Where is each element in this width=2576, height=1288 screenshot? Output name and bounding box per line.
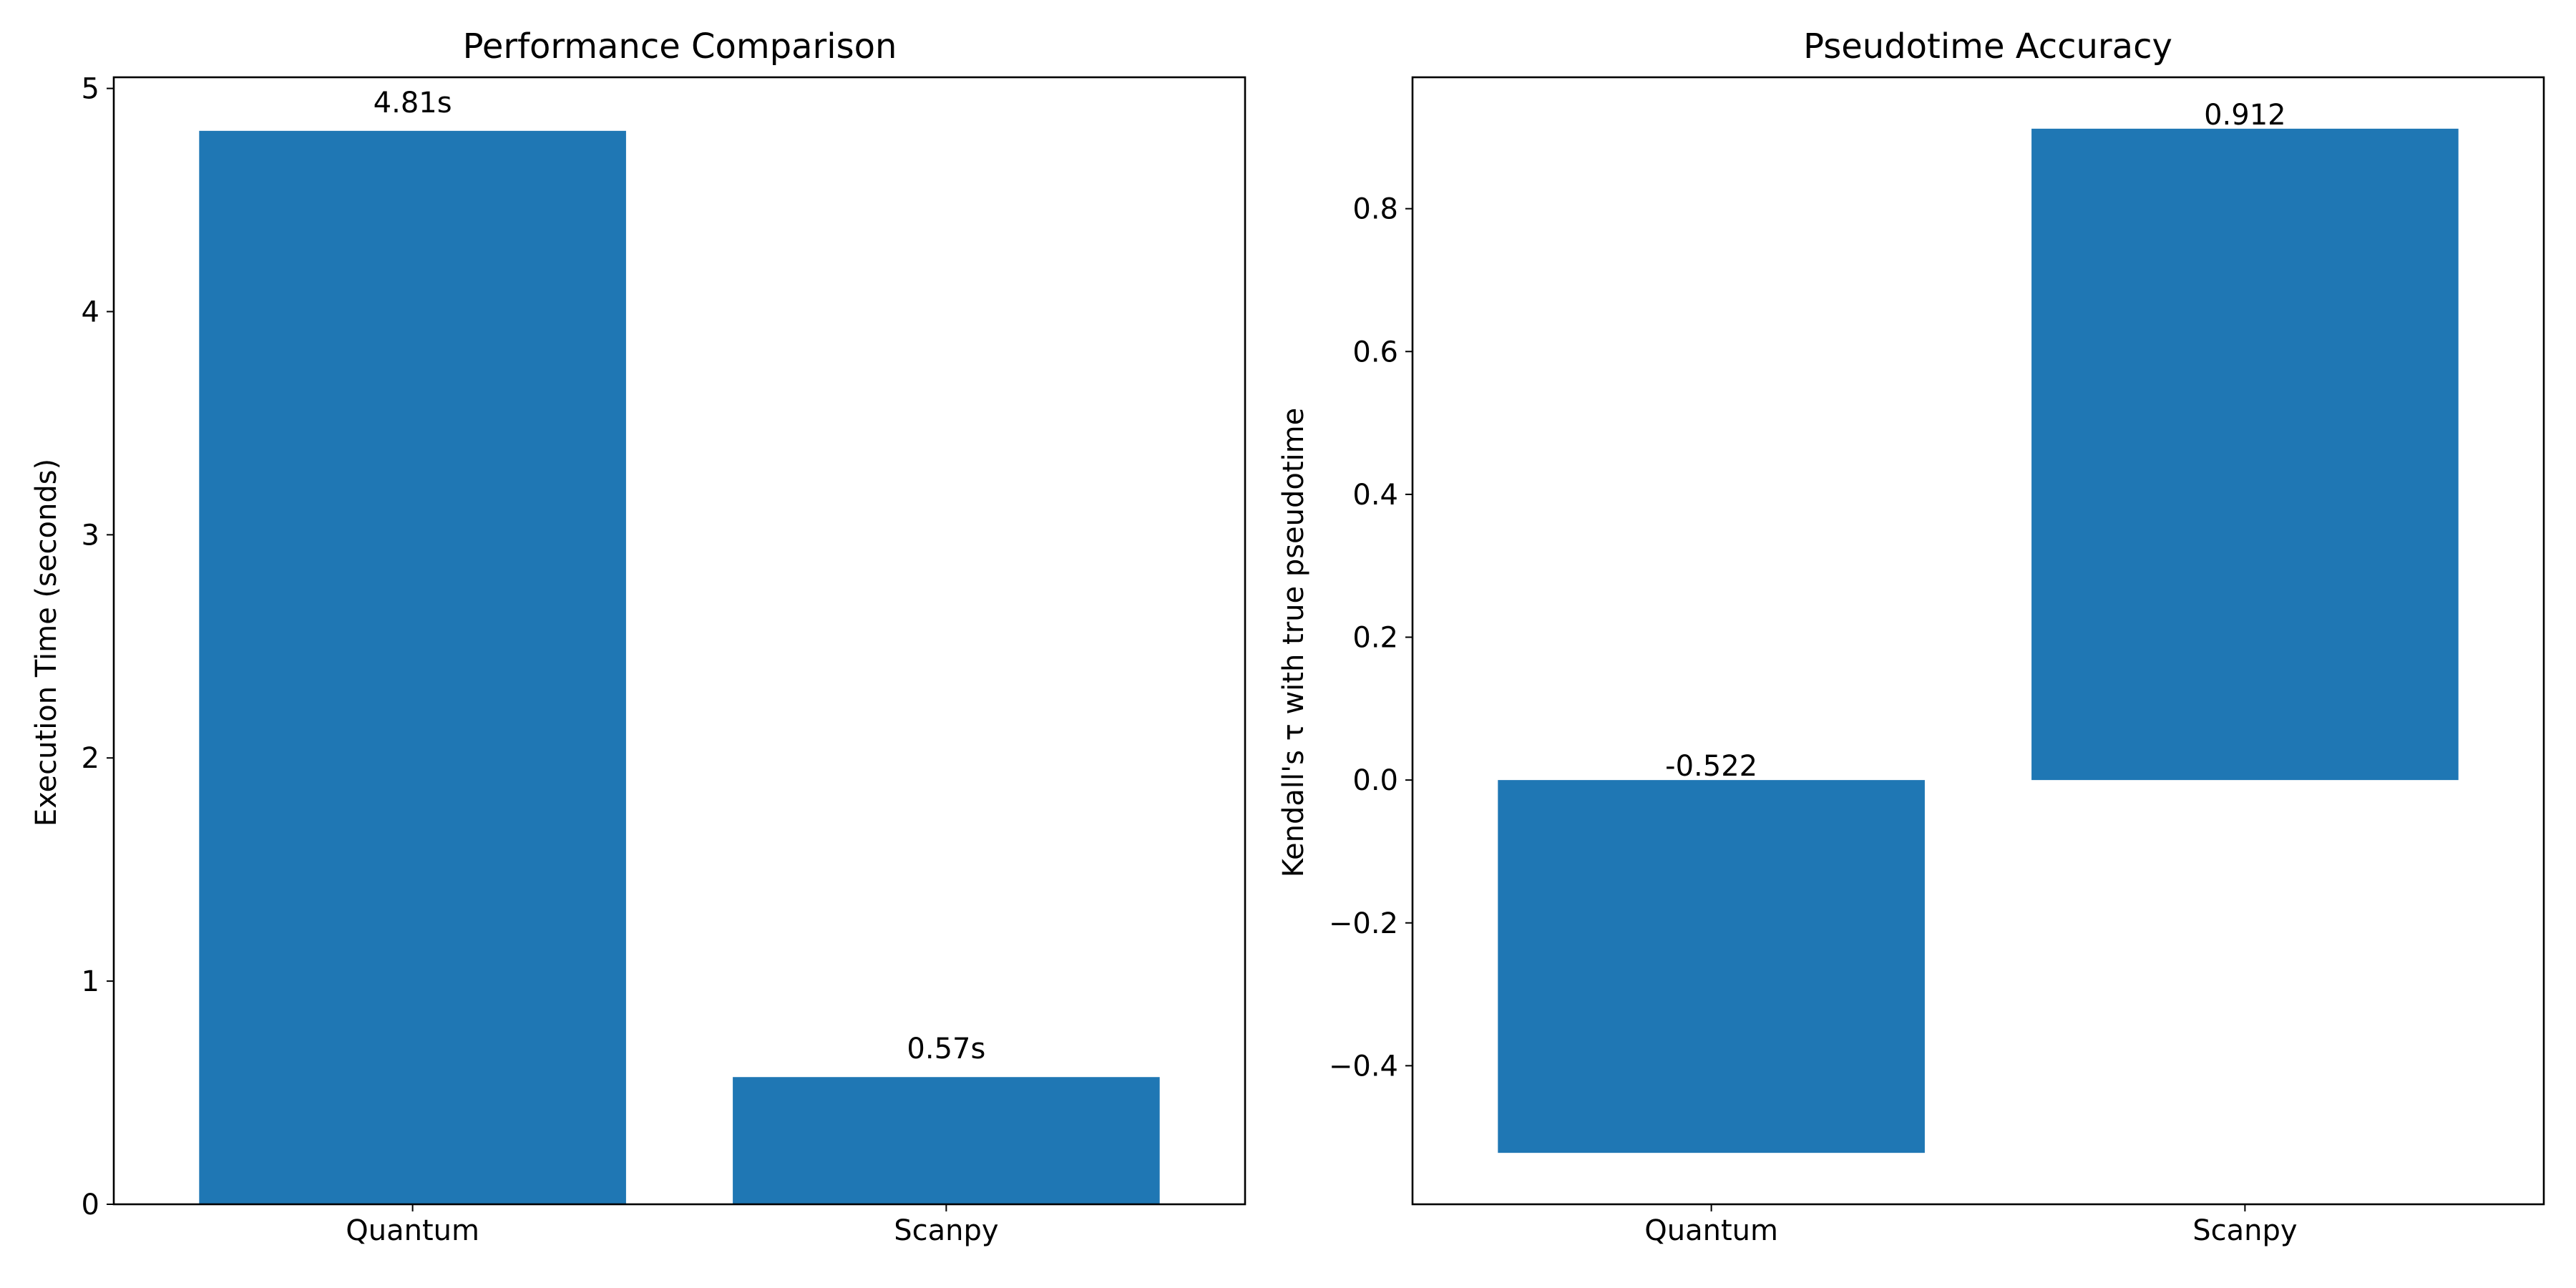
plot-frame [1411,76,2545,1206]
y-axis-label: Kendall's τ with true pseudotime [1277,408,1310,877]
bars-layer [199,130,1160,1205]
bar-quantum [1498,780,1925,1153]
y-axis-label: Execution Time (seconds) [30,459,63,826]
data-label-scanpy: 0.912 [2204,99,2286,132]
data-label-scanpy: 0.57s [907,1033,985,1065]
bar-scanpy [733,1077,1160,1204]
data-labels-layer: 4.81s 0.57s [374,87,986,1065]
x-tick-label-scanpy: Scanpy [894,1214,998,1247]
data-labels-layer: -0.522 0.912 [1665,99,2285,783]
y-tick-label: 5 [82,73,99,106]
y-tick-label: −0.2 [1329,907,1398,940]
y-tick-label: −0.4 [1329,1050,1398,1083]
performance-comparison-chart: Performance Comparison Execution Time (s… [30,26,1246,1247]
chart-title: Performance Comparison [463,26,897,67]
bar-scanpy [2031,128,2459,781]
ticks-layer: Quantum Scanpy 0 1 2 3 4 5 [82,73,999,1247]
y-tick-label: 4 [82,296,99,328]
ticks-layer: Quantum Scanpy −0.4 −0.2 0.0 0.2 0.4 0.6 0.8 [1329,193,2298,1247]
x-tick-label-scanpy: Scanpy [2192,1214,2297,1247]
y-tick-label: 2 [82,742,99,775]
x-tick-label-quantum: Quantum [1644,1214,1778,1247]
y-tick-label: 1 [82,965,99,998]
bars-layer [1498,128,2459,1153]
y-tick-label: 0.2 [1352,622,1398,655]
y-tick-label: 0.6 [1352,336,1398,369]
x-tick-label-quantum: Quantum [346,1214,479,1247]
y-tick-label: 0.8 [1352,193,1398,226]
data-label-quantum: -0.522 [1665,750,1757,783]
y-tick-label: 0.4 [1352,479,1398,512]
y-tick-label: 3 [82,519,99,552]
y-tick-label: 0 [82,1189,99,1221]
plot-frame [112,76,1246,1206]
pseudotime-accuracy-chart: Pseudotime Accuracy Kendall's τ with tru… [1277,26,2545,1247]
chart-title: Pseudotime Accuracy [1803,26,2172,67]
y-tick-label: 0.0 [1352,764,1398,797]
data-label-quantum: 4.81s [374,87,452,119]
bar-quantum [199,130,626,1205]
